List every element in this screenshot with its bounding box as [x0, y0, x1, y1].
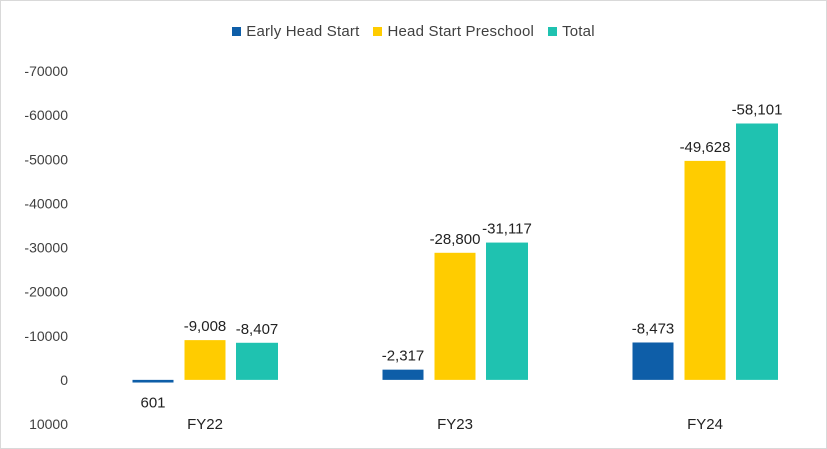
y-tick-label: -70000 — [24, 63, 68, 79]
bar-early-head-start-fy22 — [132, 379, 174, 383]
y-axis: -70000 -60000 -50000 -40000 -30000 -20000 -100… — [24, 63, 68, 432]
bar-total-fy22 — [236, 342, 278, 380]
bar-early-head-start-fy23 — [382, 369, 424, 380]
legend-item-early-head-start: Early Head Start — [232, 23, 359, 40]
data-label-total-fy23: -31,117 — [482, 221, 532, 238]
y-tick-label: -20000 — [24, 284, 68, 300]
legend-swatch-early-head-start — [232, 26, 242, 36]
bar-total-fy24 — [736, 123, 778, 380]
x-category-label: FY23 — [437, 416, 473, 433]
bar-early-head-start-fy24 — [632, 342, 674, 380]
data-label-head-start-preschool-fy24: -49,628 — [680, 139, 731, 156]
legend-label-head-start-preschool: Head Start Preschool — [387, 22, 535, 40]
x-category-label: FY24 — [687, 416, 723, 433]
y-tick-label: -50000 — [24, 151, 68, 167]
y-tick-label: 0 — [60, 372, 68, 388]
legend-label-total: Total — [562, 22, 595, 40]
data-label-early-head-start-fy24: -8,473 — [632, 320, 675, 337]
data-label-early-head-start-fy23: -2,317 — [382, 348, 425, 365]
legend-item-total: Total — [548, 23, 595, 40]
data-label-total-fy24: -58,101 — [732, 102, 783, 119]
legend-label-early-head-start: Early Head Start — [246, 22, 360, 40]
legend-swatch-head-start-preschool — [373, 26, 383, 36]
y-tick-label: -60000 — [24, 107, 68, 123]
legend: Early Head Start Head Start Preschool To… — [0, 20, 827, 42]
y-tick-label: 10000 — [29, 416, 68, 432]
legend-swatch-total — [548, 26, 558, 36]
y-tick-label: -30000 — [24, 240, 68, 256]
data-label-early-head-start-fy22: 601 — [140, 395, 165, 412]
bar-head-start-preschool-fy24 — [684, 160, 726, 380]
bars — [132, 123, 778, 383]
y-tick-label: -40000 — [24, 195, 68, 211]
legend-item-head-start-preschool: Head Start Preschool — [373, 23, 534, 40]
bar-total-fy23 — [486, 242, 528, 380]
y-tick-label: -10000 — [24, 328, 68, 344]
bar-head-start-preschool-fy23 — [434, 252, 476, 380]
data-label-head-start-preschool-fy22: -9,008 — [184, 318, 227, 335]
data-label-total-fy22: -8,407 — [236, 321, 279, 338]
x-category-label: FY22 — [187, 416, 223, 433]
x-axis: FY22 FY23 FY24 — [187, 416, 723, 433]
data-label-head-start-preschool-fy23: -28,800 — [430, 231, 481, 248]
data-labels: 601 -9,008 -8,407 -2,317 -28,800-31,117 -8,47… — [140, 102, 782, 412]
bar-head-start-preschool-fy22 — [184, 340, 226, 380]
